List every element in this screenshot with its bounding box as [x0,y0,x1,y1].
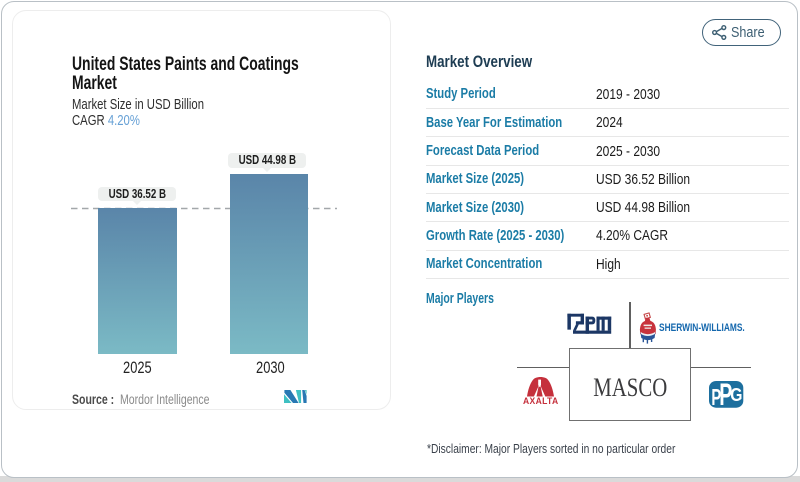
svg-text:P: P [711,384,721,408]
svg-text:P: P [719,381,732,408]
svg-text:G: G [730,385,742,405]
